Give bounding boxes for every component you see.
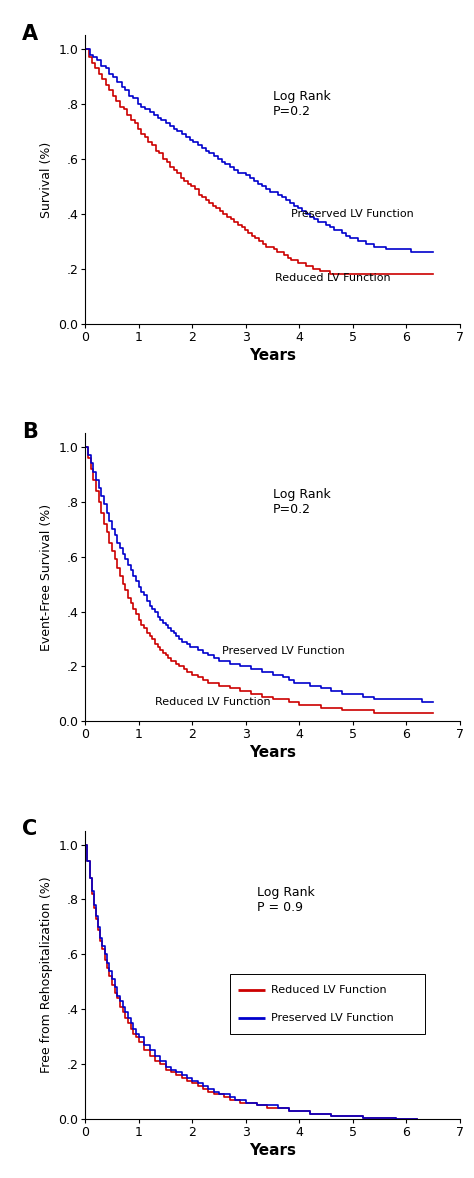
Text: Preserved LV Function: Preserved LV Function	[271, 1013, 394, 1023]
Text: Log Rank
P=0.2: Log Rank P=0.2	[273, 91, 330, 118]
X-axis label: Years: Years	[249, 1143, 296, 1158]
Text: Reduced LV Function: Reduced LV Function	[275, 273, 391, 283]
Text: Preserved LV Function: Preserved LV Function	[271, 1013, 394, 1023]
Text: Reduced LV Function: Reduced LV Function	[271, 985, 387, 995]
Text: B: B	[22, 422, 37, 442]
Text: C: C	[22, 820, 37, 840]
Y-axis label: Free from Rehospitalization (%): Free from Rehospitalization (%)	[40, 876, 53, 1073]
Y-axis label: Survival (%): Survival (%)	[40, 141, 53, 218]
Text: Reduced LV Function: Reduced LV Function	[271, 985, 387, 995]
X-axis label: Years: Years	[249, 746, 296, 761]
Text: Preserved LV Function: Preserved LV Function	[291, 209, 414, 219]
Text: Log Rank
P = 0.9: Log Rank P = 0.9	[256, 886, 314, 914]
Text: Preserved LV Function: Preserved LV Function	[222, 647, 345, 656]
Text: A: A	[22, 24, 38, 44]
Text: Log Rank
P=0.2: Log Rank P=0.2	[273, 488, 330, 516]
X-axis label: Years: Years	[249, 348, 296, 363]
Y-axis label: Event-Free Survival (%): Event-Free Survival (%)	[40, 504, 53, 650]
Text: Reduced LV Function: Reduced LV Function	[155, 696, 271, 707]
Bar	[230, 973, 425, 1034]
